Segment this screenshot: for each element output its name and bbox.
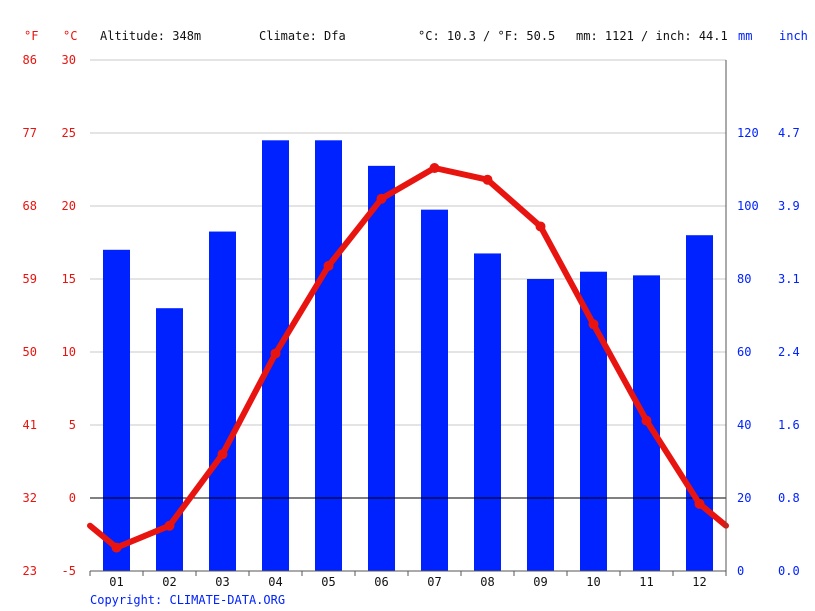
fahrenheit-tick-label: 68 bbox=[23, 199, 37, 213]
celsius-tick-label: 15 bbox=[62, 272, 76, 286]
temperature-point bbox=[376, 193, 387, 204]
temperature-point bbox=[323, 260, 334, 271]
month-tick-label: 07 bbox=[427, 575, 441, 589]
mm-tick-label: 80 bbox=[737, 272, 751, 286]
temperature-point bbox=[164, 520, 175, 531]
fahrenheit-tick-label: 32 bbox=[23, 491, 37, 505]
mm-tick-label: 0 bbox=[737, 564, 744, 578]
precipitation-bar bbox=[315, 140, 342, 572]
mm-tick-label: 120 bbox=[737, 126, 759, 140]
fahrenheit-tick-label: 77 bbox=[23, 126, 37, 140]
celsius-unit-label: °C bbox=[63, 29, 77, 43]
precipitation-bar bbox=[368, 165, 395, 571]
mm-tick-label: 100 bbox=[737, 199, 759, 213]
month-tick-label: 03 bbox=[215, 575, 229, 589]
celsius-tick-label: 10 bbox=[62, 345, 76, 359]
mm-unit-label: mm bbox=[738, 29, 752, 43]
precipitation-bar bbox=[686, 235, 713, 571]
temperature-line bbox=[87, 163, 729, 553]
precipitation-bars bbox=[103, 140, 713, 572]
precipitation-bar bbox=[580, 271, 607, 571]
temperature-point bbox=[641, 415, 652, 426]
temperature-point bbox=[535, 221, 546, 232]
month-tick-label: 08 bbox=[480, 575, 494, 589]
celsius-tick-label: 0 bbox=[69, 491, 76, 505]
temperature-point bbox=[482, 174, 493, 185]
month-tick-label: 01 bbox=[109, 575, 123, 589]
mm-tick-label: 60 bbox=[737, 345, 751, 359]
precipitation-bar bbox=[527, 279, 554, 571]
grid-lines bbox=[90, 59, 726, 499]
month-tick-label: 11 bbox=[639, 575, 653, 589]
celsius-tick-label: 20 bbox=[62, 199, 76, 213]
climate-label: Climate: Dfa bbox=[259, 29, 346, 43]
celsius-tick-label: 5 bbox=[69, 418, 76, 432]
fahrenheit-tick-label: 50 bbox=[23, 345, 37, 359]
month-tick-label: 02 bbox=[162, 575, 176, 589]
fahrenheit-tick-label: 23 bbox=[23, 564, 37, 578]
inch-tick-label: 0.0 bbox=[778, 564, 800, 578]
fahrenheit-tick-label: 86 bbox=[23, 53, 37, 67]
temperature-point bbox=[111, 542, 122, 553]
temperature-point bbox=[694, 498, 705, 509]
temperature-point bbox=[270, 348, 281, 359]
total-precipitation-label: mm: 1121 / inch: 44.1 bbox=[576, 29, 728, 43]
inch-tick-label: 3.9 bbox=[778, 199, 800, 213]
month-tick-label: 09 bbox=[533, 575, 547, 589]
temperature-point bbox=[588, 319, 599, 330]
mm-tick-label: 40 bbox=[737, 418, 751, 432]
month-tick-label: 05 bbox=[321, 575, 335, 589]
tick-labels: -5 23 0 32 5 41 10 50 15 59 20 68 25 77 30 86 0 0.0 20 0.8 4… bbox=[23, 53, 800, 589]
month-tick-label: 04 bbox=[268, 575, 282, 589]
mm-tick-label: 20 bbox=[737, 491, 751, 505]
celsius-tick-label: -5 bbox=[62, 564, 76, 578]
fahrenheit-tick-label: 41 bbox=[23, 418, 37, 432]
celsius-tick-label: 30 bbox=[62, 53, 76, 67]
precipitation-bar bbox=[103, 249, 130, 572]
precipitation-bar bbox=[474, 253, 501, 571]
altitude-label: Altitude: 348m bbox=[100, 29, 201, 43]
copyright-link[interactable]: Copyright: CLIMATE-DATA.ORG bbox=[90, 593, 285, 607]
fahrenheit-unit-label: °F bbox=[24, 29, 38, 43]
month-tick-label: 06 bbox=[374, 575, 388, 589]
axes bbox=[89, 60, 727, 576]
fahrenheit-tick-label: 59 bbox=[23, 272, 37, 286]
precipitation-bar bbox=[209, 231, 236, 572]
inch-tick-label: 1.6 bbox=[778, 418, 800, 432]
average-temperature-label: °C: 10.3 / °F: 50.5 bbox=[418, 29, 555, 43]
temperature-line-path bbox=[87, 165, 729, 551]
precipitation-bar bbox=[421, 209, 448, 571]
inch-tick-label: 3.1 bbox=[778, 272, 800, 286]
inch-tick-label: 4.7 bbox=[778, 126, 800, 140]
month-tick-label: 10 bbox=[586, 575, 600, 589]
temperature-point bbox=[217, 449, 228, 460]
temperature-point bbox=[429, 163, 440, 174]
month-tick-label: 12 bbox=[692, 575, 706, 589]
inch-tick-label: 2.4 bbox=[778, 345, 800, 359]
inch-tick-label: 0.8 bbox=[778, 491, 800, 505]
celsius-tick-label: 25 bbox=[62, 126, 76, 140]
inch-unit-label: inch bbox=[779, 29, 808, 43]
